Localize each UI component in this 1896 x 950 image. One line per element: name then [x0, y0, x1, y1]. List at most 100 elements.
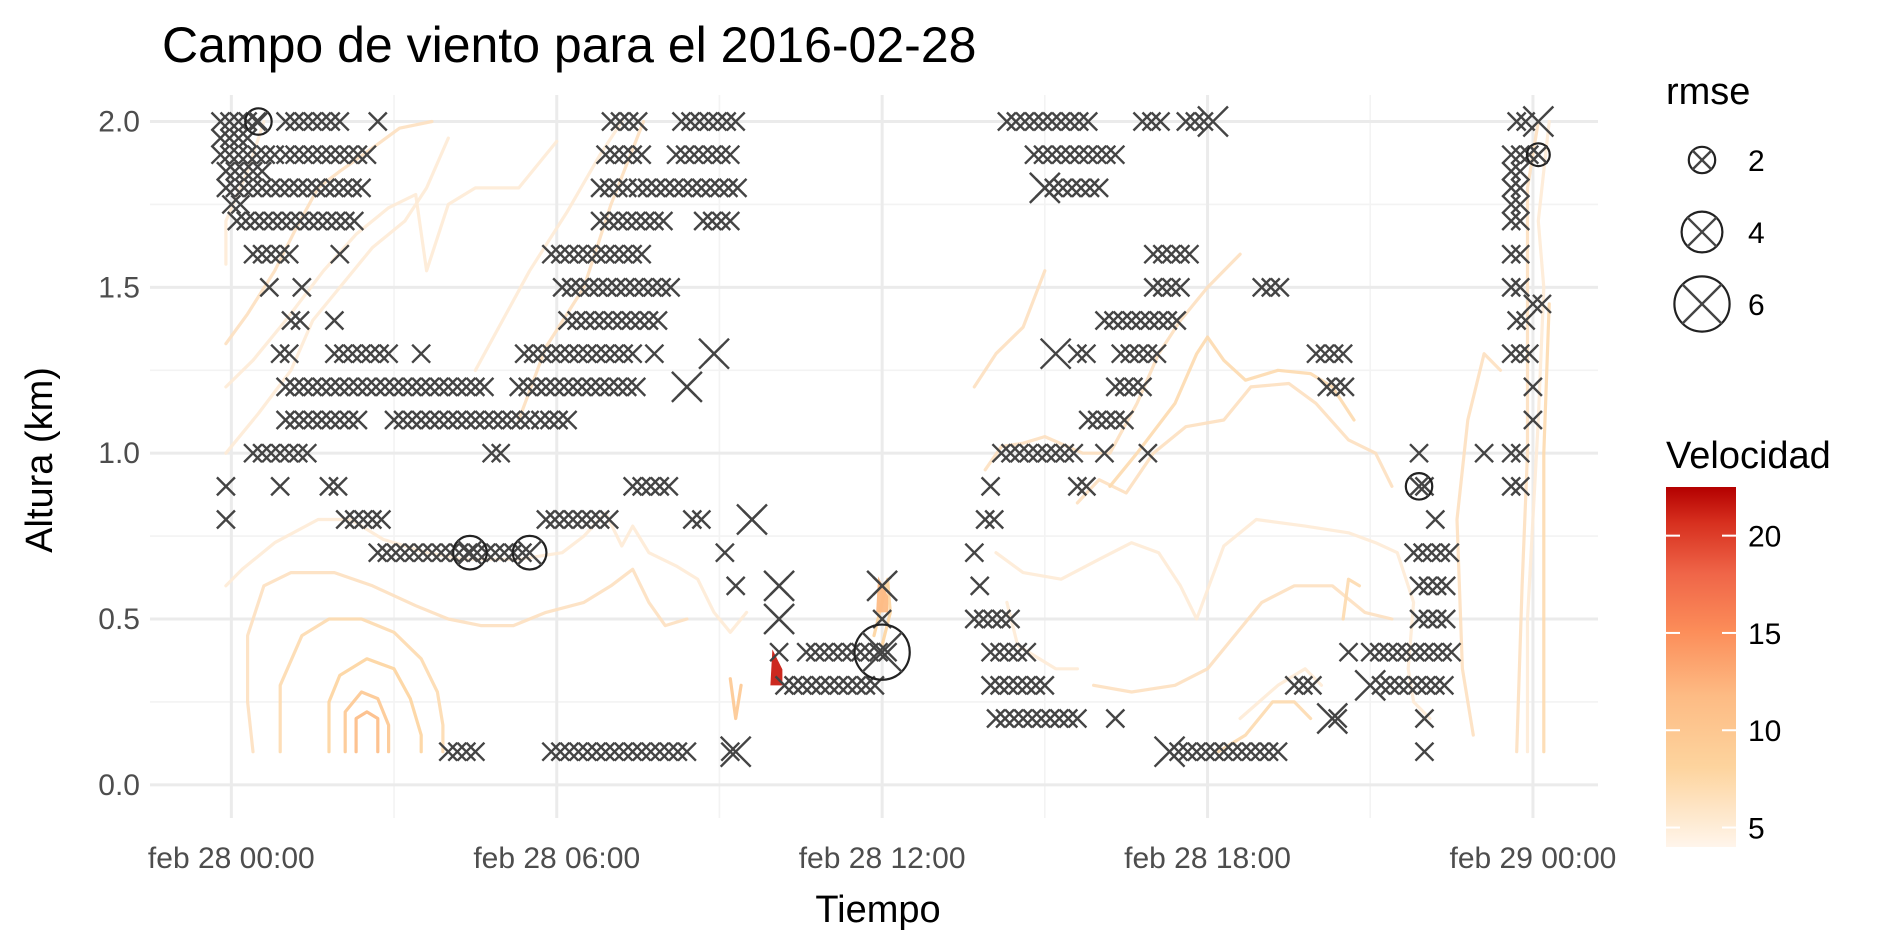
data-point — [579, 277, 600, 298]
data-point-stroke — [438, 377, 459, 397]
data-point-stroke — [1024, 111, 1044, 132]
data-point-stroke — [438, 410, 459, 430]
data-point-stroke — [263, 211, 283, 231]
data-point — [1510, 211, 1531, 231]
data-point-stroke — [1009, 443, 1030, 464]
data-point — [541, 244, 562, 265]
data-point — [328, 476, 348, 497]
data-point-stroke — [602, 310, 623, 331]
data-point — [622, 343, 643, 364]
data-point-stroke — [342, 343, 363, 364]
data-point-stroke — [357, 144, 377, 165]
data-point-stroke — [252, 443, 272, 464]
data-point — [702, 144, 723, 165]
data-point — [1335, 377, 1355, 397]
data-point — [1148, 310, 1169, 331]
data-point-stroke — [1022, 708, 1043, 729]
data-point-stroke — [998, 675, 1019, 696]
data-point-stroke — [420, 410, 441, 430]
data-point — [593, 310, 614, 331]
data-point-stroke — [1175, 111, 1196, 132]
data-point — [210, 144, 231, 165]
data-point-stroke — [1407, 675, 1428, 696]
data-point-stroke — [550, 244, 571, 265]
data-point — [235, 211, 256, 231]
data-point — [508, 377, 529, 397]
data-point-stroke — [210, 111, 231, 132]
data-point — [1087, 410, 1108, 430]
data-point — [539, 410, 560, 430]
data-point-stroke — [293, 377, 314, 397]
data-point — [814, 642, 835, 663]
data-point-large-stroke — [736, 503, 768, 536]
velocity-contour — [983, 252, 1242, 472]
data-point-stroke — [1141, 111, 1162, 132]
data-point — [1506, 111, 1527, 132]
data-point-stroke — [658, 476, 679, 497]
data-point — [1510, 244, 1531, 265]
data-point-stroke — [1060, 111, 1080, 132]
data-point-stroke — [1166, 310, 1187, 331]
data-point-stroke — [532, 343, 553, 364]
data-point — [1418, 575, 1438, 596]
velocity-contour — [1515, 119, 1540, 754]
data-point-large-stroke — [1197, 105, 1229, 138]
data-point — [613, 244, 634, 265]
data-point-stroke — [261, 244, 281, 265]
data-point-large — [1197, 105, 1229, 138]
data-point-stroke — [284, 111, 305, 132]
data-point — [550, 244, 571, 265]
data-point — [523, 343, 544, 364]
y-axis-title: Altura (km) — [19, 367, 61, 553]
data-point — [263, 211, 283, 231]
y-tick-label: 1.0 — [98, 437, 140, 470]
data-point-stroke — [431, 542, 451, 563]
data-point-stroke — [631, 476, 652, 497]
data-point — [1094, 443, 1115, 464]
data-point-stroke — [805, 642, 826, 663]
data-point-stroke — [438, 741, 459, 762]
data-point-stroke — [819, 675, 840, 696]
data-point — [720, 144, 741, 165]
data-point — [465, 410, 486, 430]
data-point-stroke — [216, 509, 236, 530]
data-point-large — [719, 735, 752, 768]
legend-velocidad-label: 20 — [1748, 521, 1781, 554]
data-point-stroke — [1434, 675, 1455, 696]
data-point-stroke — [599, 211, 620, 231]
data-point — [1387, 642, 1408, 663]
data-point — [279, 244, 300, 265]
data-point-stroke — [1051, 111, 1071, 132]
data-point-stroke — [284, 410, 305, 430]
velocity-contour — [224, 139, 559, 389]
data-point — [1078, 111, 1099, 132]
data-point — [465, 741, 486, 762]
data-point — [225, 161, 245, 182]
data-point-stroke — [1427, 609, 1447, 629]
data-point — [691, 509, 712, 530]
data-point — [1076, 343, 1097, 364]
data-point — [1501, 277, 1522, 298]
data-point — [828, 675, 849, 696]
data-point-stroke — [270, 476, 291, 497]
data-point-stroke — [1170, 277, 1191, 298]
data-point — [1060, 111, 1080, 132]
data-point-stroke — [557, 410, 578, 430]
data-point-stroke — [841, 642, 862, 663]
data-point-stroke — [1195, 741, 1216, 762]
data-point — [1110, 343, 1131, 364]
data-point-stroke — [219, 128, 240, 148]
data-point-stroke — [1327, 708, 1348, 729]
data-point-stroke — [342, 178, 363, 198]
data-point — [559, 741, 580, 762]
data-point-stroke — [1130, 310, 1151, 331]
data-point-stroke — [624, 277, 645, 298]
data-point — [1114, 410, 1135, 430]
velocity-contour — [1092, 584, 1394, 694]
data-point — [599, 178, 620, 198]
data-point-stroke — [572, 509, 592, 530]
data-point — [1501, 161, 1522, 182]
data-point — [1024, 144, 1044, 165]
data-point — [252, 161, 272, 182]
data-point — [1333, 343, 1353, 364]
